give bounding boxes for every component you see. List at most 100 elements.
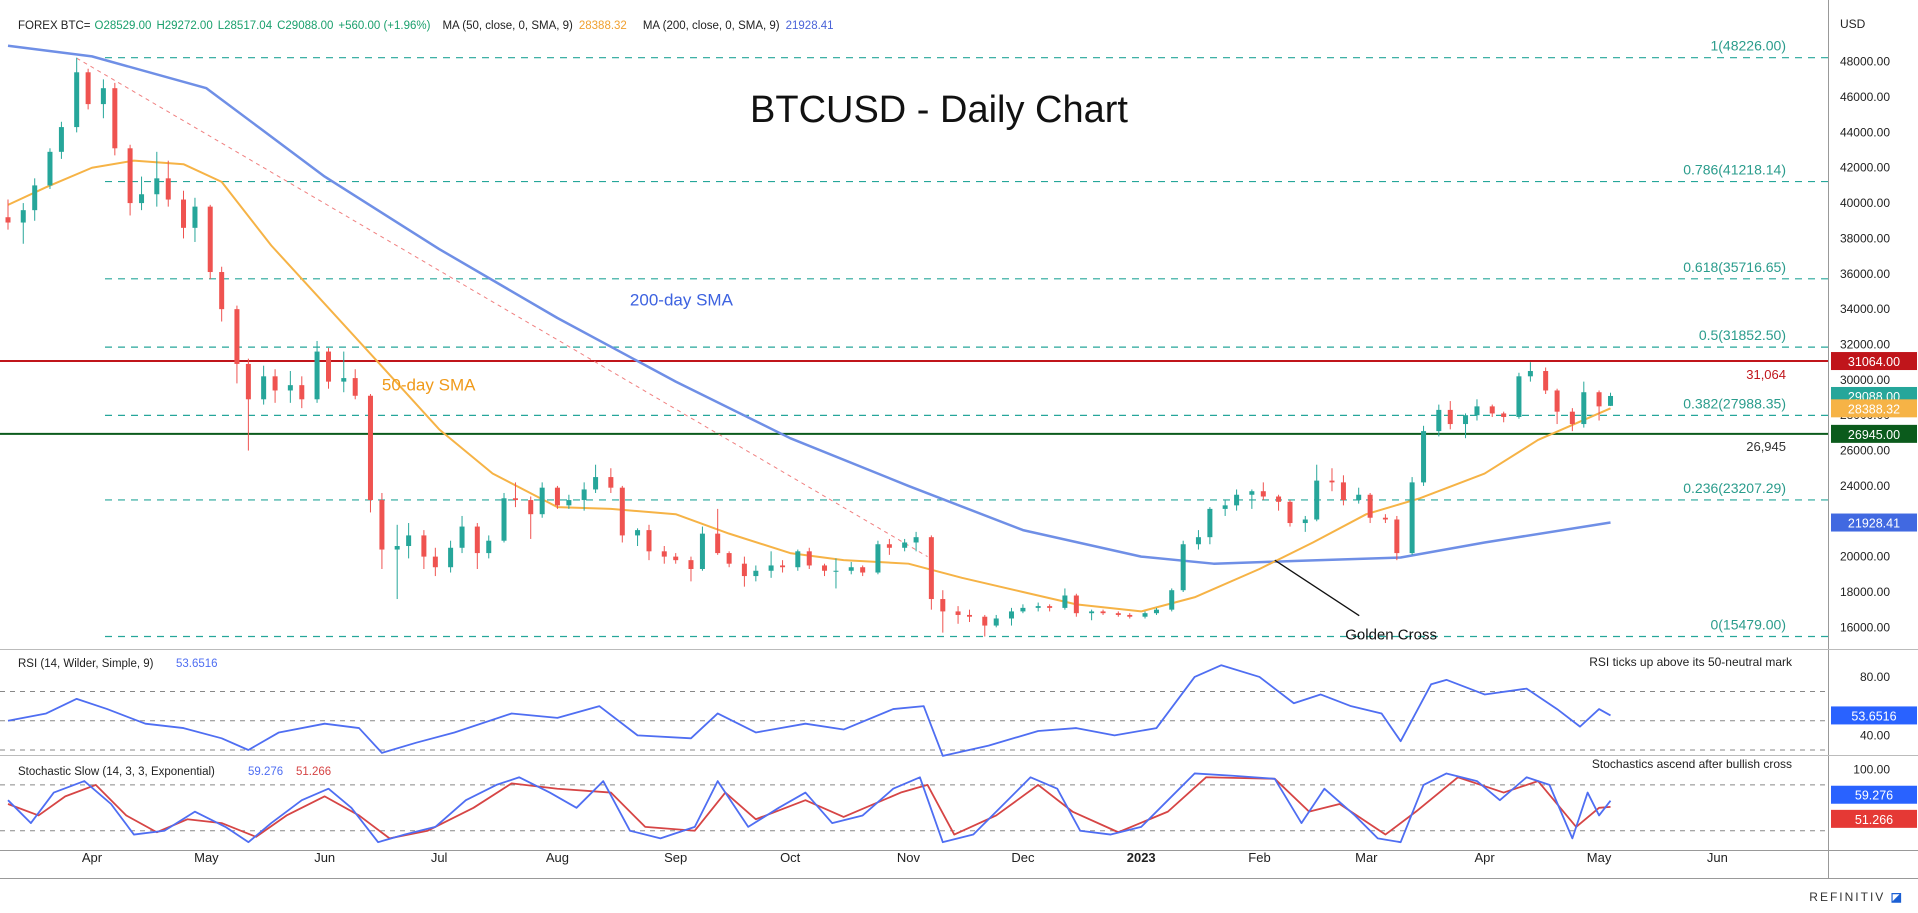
chart-title: BTCUSD - Daily Chart	[750, 89, 1128, 131]
rsi-line	[7, 664, 1611, 757]
candle-body	[1569, 411, 1575, 425]
candle	[1489, 404, 1495, 417]
candle	[394, 524, 400, 600]
candle	[822, 563, 828, 577]
x-tick-label: Nov	[897, 850, 921, 865]
stoch-d-line	[7, 776, 1611, 840]
candle	[1260, 482, 1266, 501]
stoch-d-tag: 51.266	[1855, 813, 1893, 827]
x-tick-label: Apr	[82, 850, 103, 865]
candle-body	[474, 526, 480, 554]
candle-body	[1047, 606, 1053, 608]
rsi-annotation: RSI ticks up above its 50-neutral mark	[1589, 655, 1793, 669]
candle	[20, 203, 26, 244]
brand-mark-icon: ◪	[1890, 890, 1904, 904]
candle	[1020, 604, 1026, 614]
candle	[806, 547, 812, 569]
candle-body	[1409, 482, 1415, 554]
candle	[1543, 367, 1549, 394]
candle	[1421, 425, 1427, 486]
header-high: H29272.00	[156, 20, 212, 32]
y-tick-label: 18000.00	[1840, 585, 1890, 599]
price-pane: 48000.00 46000.00 44000.00 42000.00 40000.00…	[0, 38, 1917, 644]
candle	[299, 376, 305, 409]
candle-body	[955, 611, 961, 615]
x-tick-label: Aug	[546, 850, 569, 865]
support-label: 26,945	[1746, 439, 1786, 454]
x-tick-label: Jun	[1707, 850, 1728, 865]
candle	[1463, 413, 1469, 439]
candle	[1180, 540, 1186, 592]
candle	[74, 57, 80, 133]
candle-body	[661, 551, 667, 557]
stoch-k-tag-bg	[1831, 785, 1917, 804]
x-tick-label: Mar	[1355, 850, 1378, 865]
candle-body	[1276, 496, 1282, 502]
candle-body	[1302, 519, 1308, 524]
candle-body	[1249, 491, 1255, 495]
candle	[1554, 388, 1560, 425]
candle	[635, 528, 641, 547]
candle-body	[20, 210, 26, 223]
candle	[234, 305, 240, 384]
candle	[1329, 468, 1335, 492]
sma200-line	[7, 44, 1611, 565]
header-symbol: FOREX BTC=	[18, 20, 91, 32]
candle-body	[1436, 409, 1442, 432]
candle	[913, 531, 919, 552]
candle-body	[394, 546, 400, 550]
resistance-price-tag-bg	[1831, 352, 1917, 371]
candle-body	[581, 489, 587, 501]
candle-body	[1020, 607, 1026, 612]
candle-body	[406, 535, 412, 547]
candle	[661, 546, 667, 564]
candle-body	[860, 567, 866, 573]
candle	[833, 558, 839, 589]
candle	[928, 535, 934, 610]
candle	[501, 492, 507, 543]
candle	[967, 609, 973, 623]
candle-body	[219, 272, 225, 310]
candle	[1394, 515, 1400, 561]
candle-body	[207, 206, 213, 273]
candle-body	[501, 498, 507, 541]
candle	[459, 515, 465, 554]
rsi-y-tick: 40.00	[1860, 728, 1890, 742]
candle	[1047, 604, 1053, 612]
candle-body	[261, 376, 267, 400]
candle	[1608, 392, 1614, 407]
candle-body	[646, 530, 652, 552]
candle	[261, 365, 267, 405]
sma200-price-tag-bg	[1831, 513, 1917, 532]
x-tick-label: Oct	[780, 850, 801, 865]
candle-body	[967, 614, 973, 617]
candle	[715, 508, 721, 555]
candle-body	[1340, 482, 1346, 501]
candle	[528, 496, 534, 539]
candle	[699, 526, 705, 571]
candle	[1207, 507, 1213, 545]
candle-body	[806, 551, 812, 566]
candle	[1142, 611, 1148, 619]
candle	[192, 197, 198, 242]
candle	[875, 540, 881, 575]
candle	[646, 524, 652, 561]
candle-body	[1543, 371, 1549, 391]
header-open: O28529.00	[95, 20, 152, 32]
candle-body	[234, 309, 240, 364]
candle	[245, 358, 251, 451]
candle-body	[1260, 491, 1266, 497]
stoch-title: Stochastic Slow (14, 3, 3, Exponential)	[18, 766, 215, 778]
candle	[1314, 464, 1320, 522]
x-tick-label: Jun	[314, 850, 335, 865]
candle-body	[795, 551, 801, 568]
rsi-value-tag: 53.6516	[1851, 709, 1896, 723]
candle	[1356, 487, 1362, 504]
candle	[566, 494, 572, 509]
candle-body	[1073, 595, 1079, 614]
stoch-y-tick: 100.00	[1853, 763, 1890, 777]
candle	[272, 369, 278, 403]
candle	[780, 560, 786, 573]
candle	[955, 606, 961, 624]
